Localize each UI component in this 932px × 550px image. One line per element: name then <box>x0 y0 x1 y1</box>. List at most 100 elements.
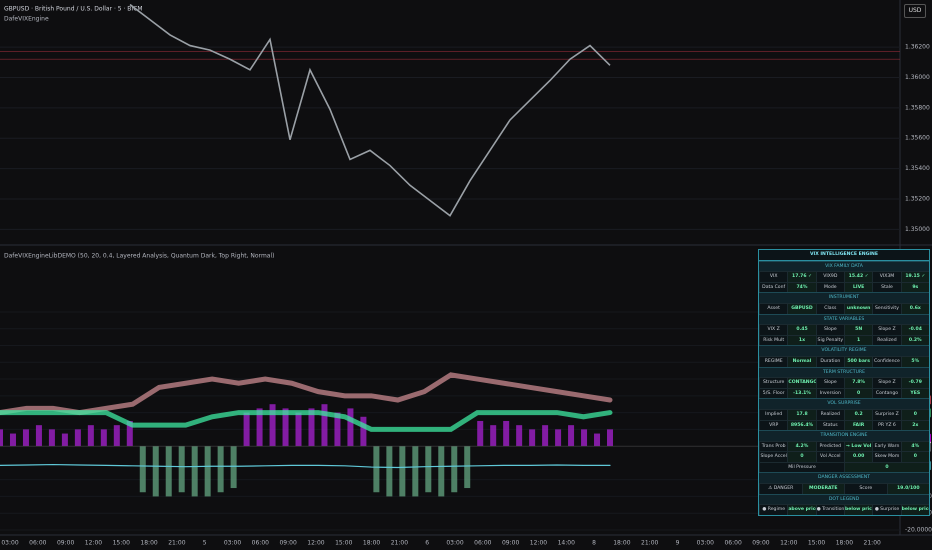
histogram-bar <box>74 429 81 447</box>
indicator-label: DafeVIXEngine <box>4 16 49 23</box>
table-cell: Contango <box>872 388 900 399</box>
time-label: 15:00 <box>335 540 352 547</box>
table-cell: Risk Mult <box>759 335 787 346</box>
time-label: 21:00 <box>641 540 658 547</box>
histogram-bar <box>308 408 315 447</box>
histogram-bar <box>607 429 613 447</box>
histogram-bar <box>230 446 237 489</box>
table-cell: Surprise Z <box>872 409 900 420</box>
table-cell: 7.8% <box>843 378 873 388</box>
table-cell: LIVE <box>843 282 873 293</box>
time-label: 03:00 <box>224 540 241 547</box>
histogram-bar <box>35 425 42 447</box>
histogram-bar <box>178 446 185 493</box>
table-cell: VIX <box>759 272 787 282</box>
histogram-bar <box>386 446 393 497</box>
price-line-series <box>129 3 611 217</box>
time-label: 09:00 <box>57 540 74 547</box>
y-tick-label: 1.35800 <box>905 104 930 111</box>
histogram-bar <box>451 446 458 493</box>
table-cell: 17.76 ✓ <box>787 272 816 282</box>
table-cell: REGIME <box>759 356 787 367</box>
section-title: VOLATILITY REGIME <box>759 345 929 356</box>
table-row: VRP 8956.4% Status FAIR PR YZ 6 2x <box>759 419 929 431</box>
table-cell: 0.2 <box>843 409 873 420</box>
table-cell: 2x <box>900 420 929 431</box>
histogram-bar <box>334 412 341 447</box>
y-tick-label: 1.36000 <box>905 74 930 81</box>
histogram-bar <box>503 420 510 447</box>
table-cell: ● Transition <box>815 505 844 515</box>
currency-button[interactable]: USD <box>904 4 926 18</box>
table-cell: Slope <box>815 325 844 335</box>
table-cell: 0 <box>900 409 929 420</box>
table-cell: ⚠ DANGER <box>759 484 802 494</box>
table-cell: VRP <box>759 420 787 431</box>
time-label: 9 <box>676 540 680 547</box>
table-cell: Sensitivity <box>872 303 900 314</box>
histogram-bar <box>256 408 263 447</box>
table-cell: Normal <box>787 356 816 367</box>
histogram-bar <box>126 420 133 447</box>
table-cell: above price <box>787 505 816 515</box>
table-row: REGIME Normal Duration 500 bars Confidence 5% <box>759 355 929 367</box>
time-label: 18:00 <box>613 540 630 547</box>
table-cell: -0.04 <box>900 325 929 335</box>
histogram-bar <box>568 425 575 447</box>
section-title: DOT LEGEND <box>759 493 929 505</box>
time-label: 18:00 <box>363 540 380 547</box>
table-cell: YES <box>900 388 929 399</box>
histogram-bar <box>477 420 484 447</box>
time-label: 06:00 <box>29 540 46 547</box>
table-cell: Realized <box>872 335 900 346</box>
time-label: 18:00 <box>140 540 157 547</box>
table-cell: Skew Mom <box>872 452 900 462</box>
table-cell: ● Regime <box>759 505 787 515</box>
section-title: TRANSITION ENGINE <box>759 430 929 441</box>
time-label: 5 <box>203 540 207 547</box>
histogram-bar <box>87 425 94 447</box>
table-cell: 4% <box>900 441 929 452</box>
table-cell: → Low Vol <box>843 441 873 452</box>
table-row: Asset GBPUSD Class unknown Sensitivity 0.6x <box>759 302 929 314</box>
histogram-bar <box>9 433 16 447</box>
y-tick-label: 1.36200 <box>905 44 930 51</box>
time-label: 06:00 <box>252 540 269 547</box>
section-title: DANGER ASSESSMENT <box>759 472 929 484</box>
time-label: 09:00 <box>279 540 296 547</box>
time-label: 21:00 <box>391 540 408 547</box>
table-cell: 500 bars <box>843 356 873 367</box>
table-cell: Sig Penalty <box>815 335 844 346</box>
table-cell: Mode <box>815 282 844 293</box>
histogram-bar <box>48 429 55 447</box>
table-cell: 0 <box>900 452 929 462</box>
table-cell: ● Surprise <box>872 505 900 515</box>
table-cell: 5% <box>900 356 929 367</box>
histogram-bar <box>100 429 107 447</box>
histogram-bar <box>113 425 120 447</box>
table-cell: 1 <box>843 335 873 346</box>
time-label: 12:00 <box>307 540 324 547</box>
table-cell: Trans Prob <box>759 441 787 452</box>
histogram-bar <box>399 446 406 497</box>
time-label: 18:00 <box>836 540 853 547</box>
table-cell: 74% <box>787 282 816 293</box>
table-cell: 0.2% <box>900 335 929 346</box>
table-row: ● Regime above price ● Transition below pri… <box>759 504 929 515</box>
histogram-bar <box>295 412 302 447</box>
table-row: VIX Z 0.45 Slope 5N Slope Z -0.04 <box>759 324 929 335</box>
table-row: VIX 17.76 ✓ VIX9D 15.42 ✓ VIX3M 19.15 ✓ <box>759 271 929 282</box>
time-label: 12:00 <box>530 540 547 547</box>
time-label: 21:00 <box>168 540 185 547</box>
table-cell: unknown <box>843 303 873 314</box>
time-label: 03:00 <box>446 540 463 547</box>
histogram-bar <box>542 425 549 447</box>
histogram-bar <box>61 433 68 447</box>
time-label: 21:00 <box>864 540 881 547</box>
table-cell: 0.00 <box>843 452 873 462</box>
histogram-bar <box>165 446 172 497</box>
table-cell: CONTANGO <box>787 378 816 388</box>
histogram-bar <box>581 429 588 447</box>
panel-title: VIX INTELLIGENCE ENGINE <box>759 250 929 261</box>
